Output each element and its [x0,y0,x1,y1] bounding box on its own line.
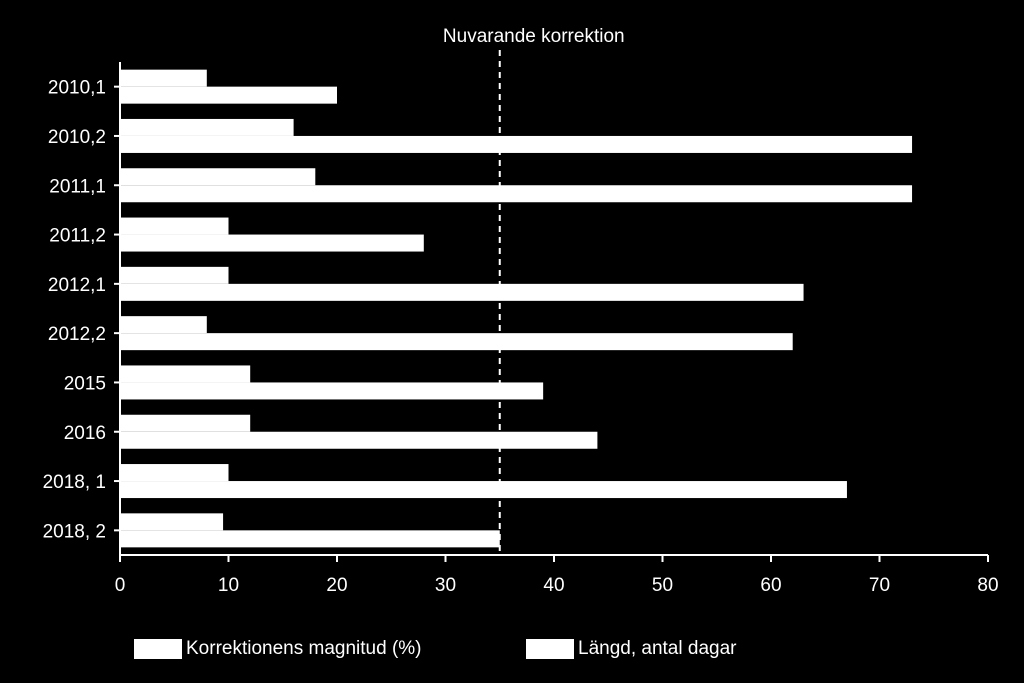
axes-layer: 2010,1 2010,2 2011,1 2011,2 2012,1 2012,2 2015… [43,62,999,596]
y-tick-label: 2015 [64,373,106,394]
bar-magnitud [120,414,251,432]
y-tick-label: 2011,2 [49,226,106,247]
bar-magnitud [120,168,316,186]
legend-label-magnitud: Korrektionens magnitud (%) [186,638,422,659]
y-tick-label: 2018, 1 [43,472,106,493]
legend-item-magnitud: Korrektionens magnitud (%) [134,636,422,662]
bar-magnitud [120,316,207,334]
y-tick-label: 2010,1 [48,78,106,99]
x-tick-label: 50 [652,575,673,596]
legend-swatch-langd [526,639,574,659]
bar-langd [120,481,847,499]
bar-langd [120,135,913,153]
x-tick-label: 30 [435,575,456,596]
x-tick-label: 40 [543,575,564,596]
y-tick-label: 2010,2 [48,127,106,148]
bar-magnitud [120,217,229,235]
bar-magnitud [120,69,207,87]
legend-label-langd: Längd, antal dagar [578,638,737,659]
y-tick-label: 2018, 2 [43,521,106,542]
legend-swatch-magnitud [134,639,182,659]
bar-magnitud [120,118,294,136]
bar-langd [120,333,793,351]
bar-langd [120,185,913,203]
y-tick-label: 2012,2 [48,324,106,345]
x-tick-label: 10 [218,575,239,596]
y-tick-label: 2016 [64,423,106,444]
bar-langd [120,431,598,449]
y-tick-label: 2011,1 [49,176,106,197]
bar-langd [120,382,544,400]
bar-magnitud [120,365,251,383]
bar-magnitud [120,464,229,482]
x-tick-label: 70 [869,575,890,596]
bar-langd [120,234,424,252]
bars-layer [120,69,913,548]
bar-langd [120,530,500,548]
bar-magnitud [120,266,229,284]
bar-magnitud [120,513,224,531]
reference-line-layer: Nuvarande korrektion [443,26,625,555]
x-tick-label: 20 [326,575,347,596]
reference-line-label: Nuvarande korrektion [443,26,625,47]
y-tick-label: 2012,1 [48,275,106,296]
bar-langd [120,86,337,104]
x-tick-label: 60 [760,575,781,596]
x-tick-label: 0 [115,575,126,596]
bar-langd [120,283,804,301]
x-tick-label: 80 [977,575,998,596]
legend-item-langd: Längd, antal dagar [526,636,736,662]
